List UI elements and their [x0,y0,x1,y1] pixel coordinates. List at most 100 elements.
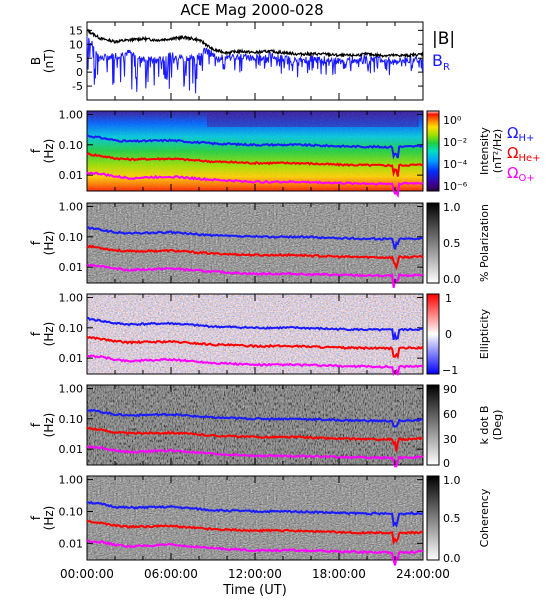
panel-2-texture [87,111,423,191]
x-tick-label: 24:00:00 [396,567,450,581]
gyro-line-0 [87,317,424,341]
cb5-tick-2: 30 [443,433,457,446]
gyro-line-2 [86,263,424,288]
gyro-line-0 [87,408,424,428]
panel-1-ytick-label: -5 [72,80,83,93]
cb6-tick-0: 1.0 [443,474,461,487]
spec-ytick-label: 0.01 [59,537,84,550]
panel-1-ylabel: B [29,57,43,65]
legend-he-main: Ω [507,144,518,162]
cb6-label: Coherency [478,488,491,547]
spec-ytick-label: 0.10 [59,505,84,518]
legend-br-sub: R [443,62,450,73]
legend-he-sub: He+ [518,153,540,164]
x-tick-label: 06:00:00 [144,567,198,581]
spec-yunits: (Hz) [42,506,56,531]
cb2-label: Intensity [478,127,491,175]
cb5-tick-3: 0 [443,457,450,470]
legend-h: ΩH+ [507,124,534,144]
panel-1-ytick-label: 0 [76,66,83,79]
gyro-line-2 [86,539,424,566]
spec-ylabel: f [29,240,43,245]
colorbar-polarization [426,202,440,284]
spec-ytick-label: 1.00 [59,108,84,121]
cb4-tick-2: −1 [442,364,458,377]
cb3-tick-2: 0.0 [443,273,461,286]
gyro-line-1 [86,426,424,452]
panel-1-ytick-label: 15 [69,24,83,37]
gyro-line-0 [86,226,424,250]
panel-6-texture [87,476,423,560]
gyro-line-0 [87,500,424,528]
panel-1-ytick-label: 5 [76,52,83,65]
gyro-line-0 [86,134,424,160]
legend-h-sub: H+ [518,133,534,144]
colorbar-intensity [426,110,440,192]
spectrogram-axes: 1.000.100.01f (Hz)1.000.100.01f (Hz)1.000.… [29,108,423,550]
cb3-label: % Polarization [478,204,491,282]
cb5-tick-1: 60 [443,408,457,421]
cb3-tick-0: 1.0 [443,201,461,214]
chart-title: ACE Mag 2000-028 [180,1,323,19]
gyro-line-1 [86,335,424,360]
spec-ytick-label: 0.01 [59,169,84,182]
spec-ytick-label: 0.10 [59,139,84,152]
x-tick-label: 18:00:00 [312,567,366,581]
bmag-series-line [86,28,424,59]
time-axis: 00:00:00 06:00:00 12:00:00 18:00:00 24:00:00 [60,22,450,581]
spec-ylabel: f [29,515,43,520]
cb5-tick-0: 90 [443,383,457,396]
cb2-tick-0: 10⁰ [443,114,462,127]
spec-ytick-label: 1.00 [59,291,84,304]
panel-1-yunits: (nT) [42,49,56,73]
colorbar-kdotb [426,384,440,466]
spec-ylabel: f [29,331,43,336]
panel-1-ytick-label: 10 [69,38,83,51]
cb4-tick-0: 1 [445,292,452,305]
gyro-line-2 [86,354,424,376]
cb5-units: (Deg) [491,410,504,441]
gyrofrequency-lines [86,134,424,566]
panel-intensity: 10⁰ 10⁻² 10⁻⁴ 10⁻⁶ Intensity (nT²/Hz) ΩH… [86,110,541,193]
spec-ytick-label: 0.01 [59,352,84,365]
spec-yunits: (Hz) [42,139,56,164]
panel-3-texture [87,203,423,283]
cb2-tick-3: 10⁻⁶ [443,180,468,193]
gyro-line-2 [86,445,424,468]
legend-o-main: Ω [507,164,518,182]
spec-ytick-label: 1.00 [59,382,84,395]
cb6-tick-2: 0.0 [443,552,461,565]
colorbar-ellipticity [426,293,440,375]
legend-br-main: B [432,51,443,70]
cb5-label: k dot B [478,406,491,445]
legend-o-sub: O+ [518,173,534,184]
spec-ylabel: f [29,148,43,153]
spec-ytick-label: 0.10 [59,322,84,335]
spec-ytick-label: 0.01 [59,261,84,274]
spec-ylabel: f [29,422,43,427]
gyro-line-1 [86,519,424,546]
panel-kdotb: 90 60 30 0 k dot B (Deg) [86,383,504,470]
cb4-tick-1: 0 [445,328,452,341]
x-tick-label: 00:00:00 [60,567,114,581]
legend-bmag: |B| [432,29,455,49]
cb3-tick-1: 0.5 [443,237,461,250]
cb2-units: (nT²/Hz) [491,129,504,173]
spec-yunits: (Hz) [42,322,56,347]
legend-o: ΩO+ [507,164,535,184]
cb6-tick-1: 0.5 [443,512,461,525]
cb2-tick-1: 10⁻² [443,136,467,149]
cb4-label: Ellipticity [478,308,491,359]
legend-h-main: Ω [507,124,518,142]
br-series-line [86,35,424,94]
gyro-line-1 [86,244,424,271]
spec-ytick-label: 1.00 [59,474,84,487]
colorbar-coherency [426,475,440,561]
spec-ytick-label: 0.01 [59,443,84,456]
panel-4-texture [87,294,423,374]
cb2-tick-2: 10⁻⁴ [443,158,468,171]
gyro-line-1 [86,152,424,178]
